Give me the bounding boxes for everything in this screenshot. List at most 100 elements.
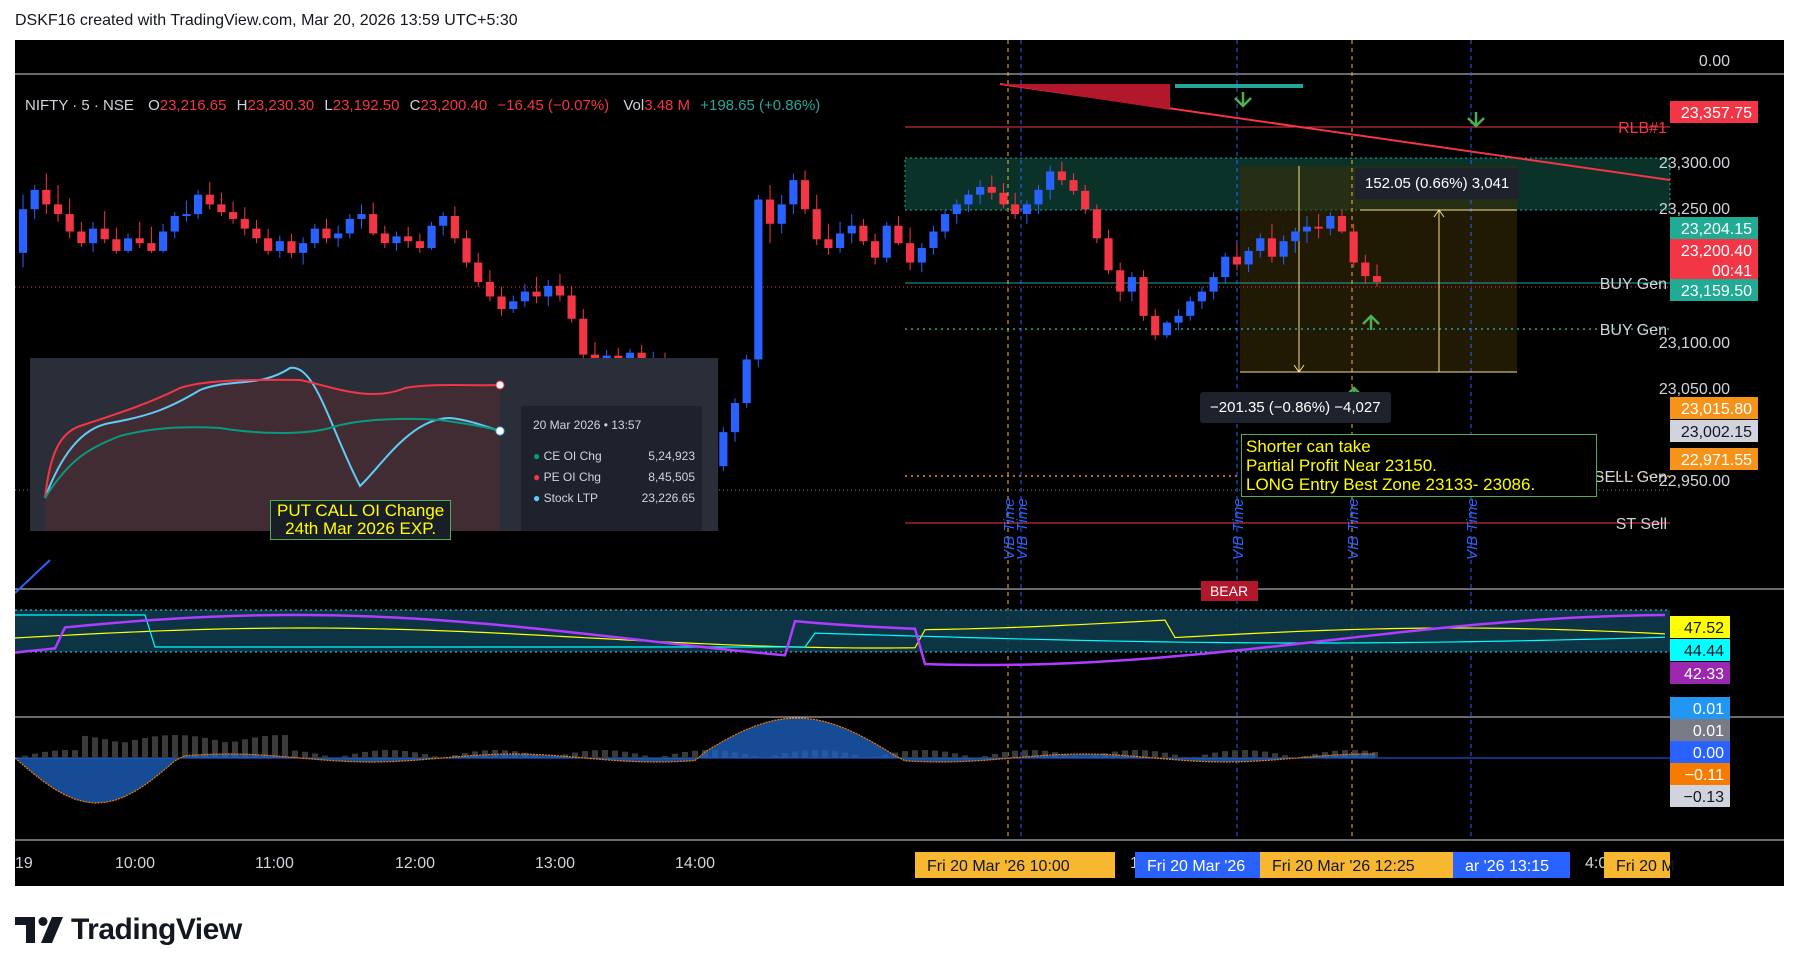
candle [579,309,588,362]
o-label: O [148,97,160,114]
axis-badge: 00:41 [1670,259,1758,281]
price-tick: 23,250.00 [1659,201,1730,218]
axis-badge: 23,200.40 [1670,239,1758,261]
svg-text:23,204.15: 23,204.15 [1681,221,1752,238]
candle [357,204,366,229]
candle [532,277,541,304]
note-line-1: Shorter can take [1246,437,1371,456]
svg-text:Fri 20 M: Fri 20 M [1616,858,1675,875]
time-highlight: Fri 20 Mar '26 10:00 [915,852,1115,878]
signal-arrow-up-icon [1362,314,1380,330]
candle [1326,212,1335,236]
candle [334,225,343,248]
svg-text:23,015.80: 23,015.80 [1681,401,1752,418]
price-axis-ticks: 23,300.00 23,250.00 23,100.00 23,050.00 22,9… [1659,155,1730,490]
candle [462,230,471,268]
buy-gen-label: BUY Gen [1600,276,1667,293]
price-axis-badges: 23,357.75 23,204.15 23,200.40 00:41 23,159.5… [1670,101,1758,470]
candle [217,192,226,217]
oi-widget[interactable]: 20 Mar 2026 • 13:57 ● CE OI Chg 5,24,923 ●… [30,358,718,540]
candle [894,216,903,246]
candle [777,194,786,234]
candle [1046,165,1055,200]
l-label: L [324,97,333,114]
axis-badge: 0.01 [1670,697,1730,719]
candle [182,200,191,222]
vib-label: VIB Time [1464,498,1481,560]
change-value: −16.45 (−0.07%) [497,97,610,114]
candle [1069,173,1078,195]
time-tick: 13:00 [535,855,575,872]
c-label: C [409,97,421,114]
svg-text:0.00: 0.00 [1693,745,1724,762]
tradingview-logo-icon [15,917,63,943]
axis-badge: 23,357.75 [1670,101,1758,123]
oi-caption: PUT CALL OI Change 24th Mar 2026 EXP. [270,500,452,540]
candle [941,209,950,239]
axis-badge: −0.11 [1670,763,1730,785]
svg-text:22,971.55: 22,971.55 [1681,452,1752,469]
candle [1127,272,1136,302]
candle [1372,264,1382,287]
candle [287,233,296,258]
candle [847,214,856,244]
candle [567,285,576,323]
axis-badge: 0.00 [1670,741,1730,763]
svg-text:0.01: 0.01 [1693,723,1724,740]
time-highlight: Fri 20 Mar '26 12:25 [1260,852,1455,878]
candle [1221,252,1230,284]
candle [917,243,926,273]
candle [1267,223,1277,263]
macd-axis-badges: 0.01 0.01 0.00 −0.11 −0.13 [1670,697,1730,807]
tradingview-logo: TradingView [15,910,242,950]
ohlc-legend: NIFTY · 5 · NSE O23,216.65 H23,230.30 L2… [25,97,820,114]
candle [555,274,565,302]
oi-caption-2: 24th Mar 2026 EXP. [285,519,437,538]
bear-badge [1201,581,1258,601]
axis-badge: 23,002.15 [1670,420,1758,442]
candle [450,206,459,244]
svg-text:Fri 20 Mar '26: Fri 20 Mar '26 [1147,858,1245,875]
candle [1256,233,1265,258]
candle [88,221,98,252]
candle [1139,270,1148,321]
candle [1081,185,1090,215]
low-value: 23,192.50 [332,97,400,114]
candle [1034,185,1043,215]
svg-text:−0.11: −0.11 [1685,767,1724,784]
sell-gen-label: SELL Gen [1594,469,1667,486]
open-value: 23,216.65 [159,97,227,114]
st-sell-label: ST Sell [1616,516,1667,533]
axis-badge: 23,159.50 [1670,279,1758,301]
candle [1349,223,1358,268]
candle [380,225,389,248]
osc-axis-badges: 47.52 44.44 42.33 [1670,616,1730,684]
bear-label: BEAR [1210,583,1248,599]
svg-text:ar '26 13:15: ar '26 13:15 [1465,858,1549,875]
candle [474,252,483,287]
candle [439,212,448,236]
chart-panel[interactable]: BEAR 0.00 23,300.00 23,250.00 23,100.00 23,… [15,40,1784,886]
osc-yellow-line [15,619,1666,649]
candle [427,221,436,250]
candle [310,223,319,248]
candle [252,219,261,244]
oi-chart [44,366,702,531]
candle [1337,209,1347,234]
candle [1232,243,1242,271]
axis-badge: 0.01 [1670,719,1730,741]
candle [964,189,973,213]
candle [1022,200,1031,224]
price-tick: 22,950.00 [1659,473,1730,490]
svg-text:42.33: 42.33 [1684,666,1724,683]
candle [322,218,331,244]
candle [789,173,798,215]
chart-svg[interactable]: BEAR 0.00 23,300.0023,250.0023,100.0023,… [15,40,1784,886]
candle [77,221,86,248]
candle [730,398,740,442]
candle [392,231,401,251]
vol-label: Vol [623,97,645,114]
oi-date: 20 Mar 2026 • 13:57 [533,418,642,432]
time-tick: 1 [1130,855,1139,872]
svg-text:23,002.15: 23,002.15 [1681,424,1752,441]
